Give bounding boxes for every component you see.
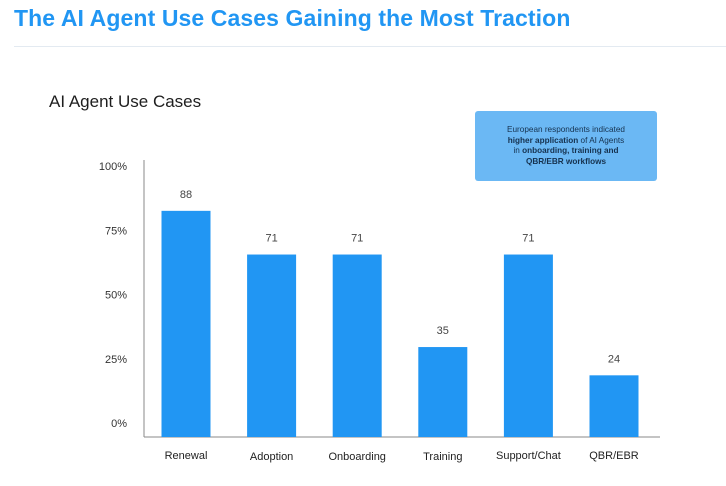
bar-renewal [161, 210, 211, 437]
callout-line-3: in [513, 146, 523, 155]
y-axis-ticks: 0% 25% 50% 75% 100% [99, 161, 127, 430]
y-tick-label: 25% [105, 354, 127, 366]
x-tick-label: Support/Chat [496, 450, 561, 462]
callout-line-2-rest: of AI Agents [578, 135, 625, 145]
callout-text: European respondents indicated higher ap… [507, 125, 625, 167]
x-tick-label: Onboarding [328, 451, 386, 463]
callout-line-3-bold: onboarding, training and [522, 146, 619, 155]
callout-line-4-bold: QBR/EBR workflows [525, 156, 607, 166]
data-label: 71 [351, 233, 363, 245]
x-tick-label: Training [423, 451, 462, 463]
x-tick-label: QBR/EBR [589, 450, 639, 462]
data-label: 88 [180, 189, 192, 201]
bars [161, 210, 639, 437]
bar-support-chat [503, 254, 553, 437]
y-tick-label: 0% [111, 418, 127, 430]
bar-adoption [247, 254, 297, 437]
chart-title: AI Agent Use Cases [49, 92, 202, 111]
page-title: The AI Agent Use Cases Gaining the Most … [14, 5, 571, 31]
data-label: 71 [522, 233, 534, 245]
data-label: 71 [265, 233, 277, 245]
y-tick-label: 75% [105, 225, 127, 237]
data-label: 24 [608, 353, 620, 365]
x-tick-label: Adoption [250, 451, 293, 463]
bar-qbr-ebr [589, 375, 639, 437]
bar-onboarding [332, 254, 382, 437]
bar-training [418, 347, 468, 437]
y-tick-label: 100% [99, 161, 127, 173]
data-label: 35 [437, 325, 449, 337]
y-tick-label: 50% [105, 290, 127, 302]
callout-box: European respondents indicated higher ap… [475, 111, 657, 181]
data-labels: 88 71 71 35 71 24 [180, 189, 620, 365]
callout-line-1: European respondents indicated [507, 125, 625, 134]
x-axis-ticks: Renewal Adoption Onboarding Training Support… [165, 450, 639, 463]
callout-line-2-bold: higher application [507, 135, 579, 145]
x-tick-label: Renewal [165, 450, 208, 462]
title-divider [14, 46, 726, 47]
